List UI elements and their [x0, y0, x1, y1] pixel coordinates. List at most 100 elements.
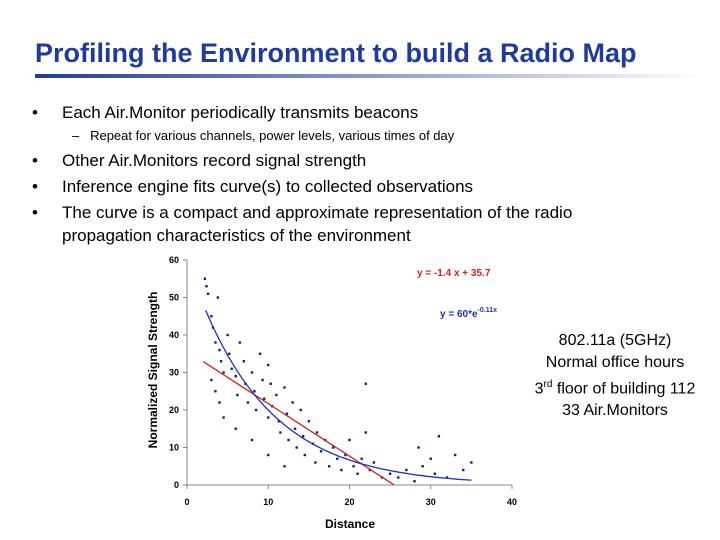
scatter-point — [405, 468, 408, 472]
scatter-point — [453, 453, 457, 457]
y-tick-label: 40 — [169, 330, 179, 340]
bullet-text: Each Air.Monitor periodically transmits … — [62, 103, 419, 122]
scatter-point — [262, 397, 266, 400]
fit-label-exp: -0.11x — [478, 307, 498, 314]
note-line: Normal office hours — [545, 354, 685, 371]
scatter-point — [222, 371, 225, 374]
x-axis-label: Distance — [325, 517, 375, 531]
scatter-point — [307, 420, 311, 423]
scatter-point — [250, 438, 254, 442]
scatter-point — [470, 461, 473, 464]
scatter-point — [236, 393, 239, 397]
fit-label: y = 60*e-0.11x — [440, 307, 497, 320]
y-tick-label: 50 — [169, 293, 179, 303]
bullet-text: Inference engine fits curve(s) to collec… — [62, 177, 474, 196]
x-tick-label: 30 — [426, 497, 436, 507]
slide-title: Profiling the Environment to build a Rad… — [35, 38, 637, 68]
x-tick-label: 10 — [263, 497, 273, 507]
scatter-point — [210, 315, 213, 318]
scatter-point — [218, 348, 221, 352]
scatter-point — [250, 371, 254, 374]
scatter-point — [356, 472, 359, 475]
scatter-point — [214, 341, 217, 344]
scatter-point — [206, 292, 210, 295]
scatter-point — [429, 457, 432, 460]
chart-note: 802.11a (5GHz) Normal office hours 3rd f… — [500, 330, 720, 422]
fit-label: y = -1.4 x + 35.7 — [417, 268, 491, 279]
note-text: 3 — [534, 380, 544, 398]
scatter-point — [242, 360, 246, 363]
scatter-point — [364, 431, 367, 434]
scatter-point — [216, 296, 220, 299]
scatter-point — [285, 412, 289, 415]
scatter-point — [226, 333, 229, 337]
scatter-point — [340, 468, 343, 472]
y-tick-label: 10 — [169, 443, 179, 453]
sub-bullet: – Repeat for various channels, power lev… — [72, 128, 455, 143]
scatter-point — [372, 461, 376, 464]
scatter-point — [299, 408, 302, 412]
scatter-point — [397, 476, 400, 479]
scatter-point — [388, 472, 392, 475]
scatter-point — [291, 401, 294, 404]
scatter-point — [295, 446, 298, 449]
scatter-point — [253, 390, 256, 393]
note-sup: rd — [543, 379, 553, 390]
scatter-point — [462, 468, 465, 472]
scatter-point — [230, 367, 233, 370]
scatter-point — [219, 360, 223, 363]
scatter-point — [315, 431, 319, 434]
bullet: • — [32, 103, 38, 122]
y-tick-label: 30 — [169, 368, 179, 378]
y-tick-label: 20 — [169, 405, 179, 415]
x-tick-label: 20 — [344, 497, 354, 507]
scatter-point — [445, 476, 449, 479]
scatter-point — [238, 341, 242, 344]
scatter-point — [332, 446, 335, 449]
bullet: • — [32, 151, 38, 170]
x-tick-label: 0 — [184, 497, 189, 507]
bullet: • — [32, 177, 38, 196]
scatter-point — [348, 438, 351, 442]
scatter-point — [246, 401, 250, 404]
scatter-point — [319, 450, 323, 453]
scatter-point — [275, 393, 278, 397]
scatter-point — [277, 420, 281, 423]
scatter-point — [344, 453, 347, 457]
scatter-point — [267, 363, 270, 367]
bullet: • — [32, 203, 38, 222]
y-tick-label: 0 — [174, 480, 179, 490]
y-axis-label: Normalized Signal Strength — [146, 292, 160, 449]
fit-label-text: y = 60*e — [440, 309, 478, 320]
note-text: floor of building 112 — [552, 380, 696, 398]
scatter-point — [210, 378, 213, 382]
scatter-point — [336, 457, 339, 460]
scatter-point — [269, 382, 272, 385]
scatter-point — [303, 453, 307, 457]
scatter-point — [293, 427, 297, 430]
title-rule — [35, 74, 703, 78]
fit-curve — [205, 310, 472, 481]
scatter-point — [234, 375, 237, 378]
scatter-point — [417, 446, 420, 449]
scatter-point — [360, 457, 363, 460]
scatter-point — [413, 480, 416, 483]
fit-label-text: y = -1.4 x + 35.7 — [417, 268, 491, 279]
note-line: 3rd floor of building 112 — [500, 374, 720, 400]
bullet-text: The curve is a compact and approximate r… — [62, 203, 573, 245]
sub-bullet-text: Repeat for various channels, power level… — [90, 128, 455, 143]
scatter-point — [301, 435, 305, 438]
scatter-point — [254, 408, 258, 412]
scatter-point — [228, 352, 231, 355]
scatter-point — [314, 461, 317, 464]
scatter-point — [327, 465, 331, 468]
scatter-point — [433, 472, 437, 475]
scatter-point — [261, 378, 264, 382]
scatter-point — [287, 438, 290, 442]
y-tick-label: 60 — [169, 255, 179, 265]
scatter-point — [267, 453, 270, 457]
scatter-point — [203, 277, 207, 280]
scatter-point — [364, 382, 367, 385]
